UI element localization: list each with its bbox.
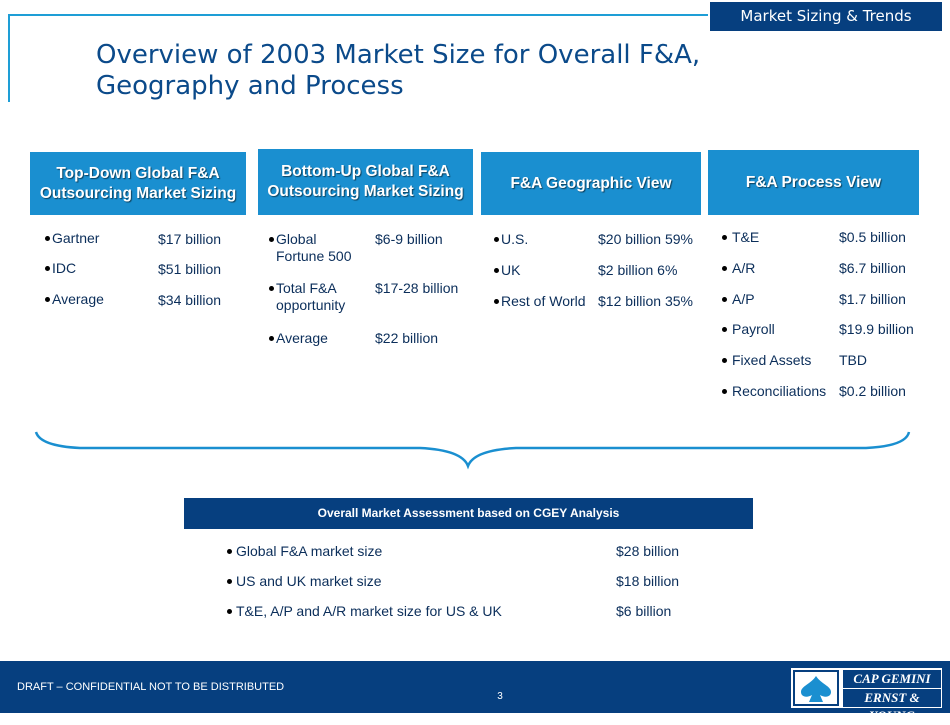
top-down-item: IDC $51 billion: [45, 260, 245, 278]
item-label: UK: [501, 262, 521, 278]
bullet-icon: [722, 389, 727, 394]
item-value: $51 billion: [158, 261, 222, 277]
logo-text-line2: ERNST & YOUNG: [843, 689, 941, 723]
process-heading: F&A Process View: [708, 150, 919, 215]
item-label: Average: [276, 330, 328, 346]
logo-text-line1: CAP GEMINI: [843, 670, 941, 688]
geographic-heading: F&A Geographic View: [481, 152, 701, 215]
process-item: A/P $1.7 billion: [722, 291, 922, 309]
item-label: Gartner: [52, 230, 100, 246]
page-title: Overview of 2003 Market Size for Overall…: [96, 40, 701, 101]
geographic-item: UK $2 billion 6%: [494, 262, 704, 280]
assessment-item: T&E, A/P and A/R market size for US & UK…: [227, 603, 727, 621]
bottom-up-item: Global Fortune 500 $6-9 billion: [269, 231, 469, 267]
top-rule: [8, 14, 708, 16]
bullet-icon: [722, 358, 727, 363]
top-down-item: Gartner $17 billion: [45, 230, 245, 248]
item-label: Total F&A opportunity: [276, 280, 346, 313]
item-value: $19.9 billion: [839, 321, 914, 337]
bullet-icon: [45, 236, 50, 241]
item-label: Payroll: [732, 321, 775, 337]
process-item: A/R $6.7 billion: [722, 260, 922, 278]
process-item: Payroll $19.9 billion: [722, 321, 922, 339]
item-label: T&E, A/P and A/R market size for US & UK: [236, 603, 502, 619]
assessment-item: US and UK market size $18 billion: [227, 573, 727, 591]
item-label: Reconciliations: [732, 383, 827, 399]
bullet-icon: [494, 237, 499, 242]
item-value: $22 billion: [375, 330, 439, 346]
bullet-icon: [227, 549, 232, 554]
spade-emblem-icon: [793, 670, 839, 706]
process-item: Fixed Assets TBD: [722, 352, 922, 370]
item-label: Global Fortune 500: [276, 231, 352, 264]
item-value: $17-28 billion: [375, 280, 459, 296]
item-label: A/P: [732, 291, 755, 307]
bullet-icon: [494, 268, 499, 273]
bullet-icon: [722, 235, 727, 240]
item-value: $2 billion 6%: [598, 262, 678, 278]
assessment-item: Global F&A market size $28 billion: [227, 543, 727, 561]
left-rule: [8, 14, 10, 102]
item-value: $34 billion: [158, 292, 222, 308]
top-down-item: Average $34 billion: [45, 291, 245, 309]
bottom-up-heading: Bottom-Up Global F&A Outsourcing Market …: [258, 149, 473, 215]
item-label: U.S.: [501, 231, 529, 247]
item-value: $28 billion: [616, 543, 680, 559]
company-logo: CAP GEMINI ERNST & YOUNG: [790, 667, 943, 723]
bullet-icon: [269, 336, 274, 341]
item-label: Global F&A market size: [236, 543, 383, 559]
bullet-icon: [269, 286, 274, 291]
item-value: $17 billion: [158, 231, 222, 247]
section-tag: Market Sizing & Trends: [710, 2, 942, 31]
item-value: $0.2 billion: [839, 383, 906, 399]
item-value: $0.5 billion: [839, 229, 906, 245]
confidential-notice: DRAFT – CONFIDENTIAL NOT TO BE DISTRIBUT…: [17, 681, 285, 693]
item-label: T&E: [732, 229, 760, 245]
bullet-icon: [722, 266, 727, 271]
item-value: $12 billion 35%: [598, 293, 693, 309]
bullet-icon: [45, 297, 50, 302]
item-value: TBD: [839, 352, 867, 368]
bullet-icon: [227, 609, 232, 614]
assessment-heading: Overall Market Assessment based on CGEY …: [184, 498, 753, 529]
item-value: $1.7 billion: [839, 291, 906, 307]
item-value: $20 billion 59%: [598, 231, 693, 247]
bullet-icon: [45, 266, 50, 271]
bottom-up-item: Average $22 billion: [269, 330, 469, 348]
bullet-icon: [269, 237, 274, 242]
page-number: 3: [497, 691, 503, 702]
top-down-heading: Top-Down Global F&A Outsourcing Market S…: [30, 152, 246, 215]
bullet-icon: [227, 579, 232, 584]
item-label: Rest of World: [501, 293, 586, 309]
item-value: $6-9 billion: [375, 231, 443, 247]
item-label: Average: [52, 291, 104, 307]
bullet-icon: [494, 299, 499, 304]
item-value: $18 billion: [616, 573, 680, 589]
item-value: $6.7 billion: [839, 260, 906, 276]
bullet-icon: [722, 297, 727, 302]
geographic-item: Rest of World $12 billion 35%: [494, 293, 704, 311]
item-label: IDC: [52, 260, 77, 276]
process-item: Reconciliations $0.2 billion: [722, 383, 932, 401]
item-label: US and UK market size: [236, 573, 382, 589]
curly-brace: [34, 431, 911, 470]
bottom-up-item: Total F&A opportunity $17-28 billion: [269, 280, 469, 316]
geographic-item: U.S. $20 billion 59%: [494, 231, 704, 249]
item-label: A/R: [732, 260, 756, 276]
item-value: $6 billion: [616, 603, 672, 619]
item-label: Fixed Assets: [732, 352, 812, 368]
bullet-icon: [722, 327, 727, 332]
process-item: T&E $0.5 billion: [722, 229, 922, 247]
